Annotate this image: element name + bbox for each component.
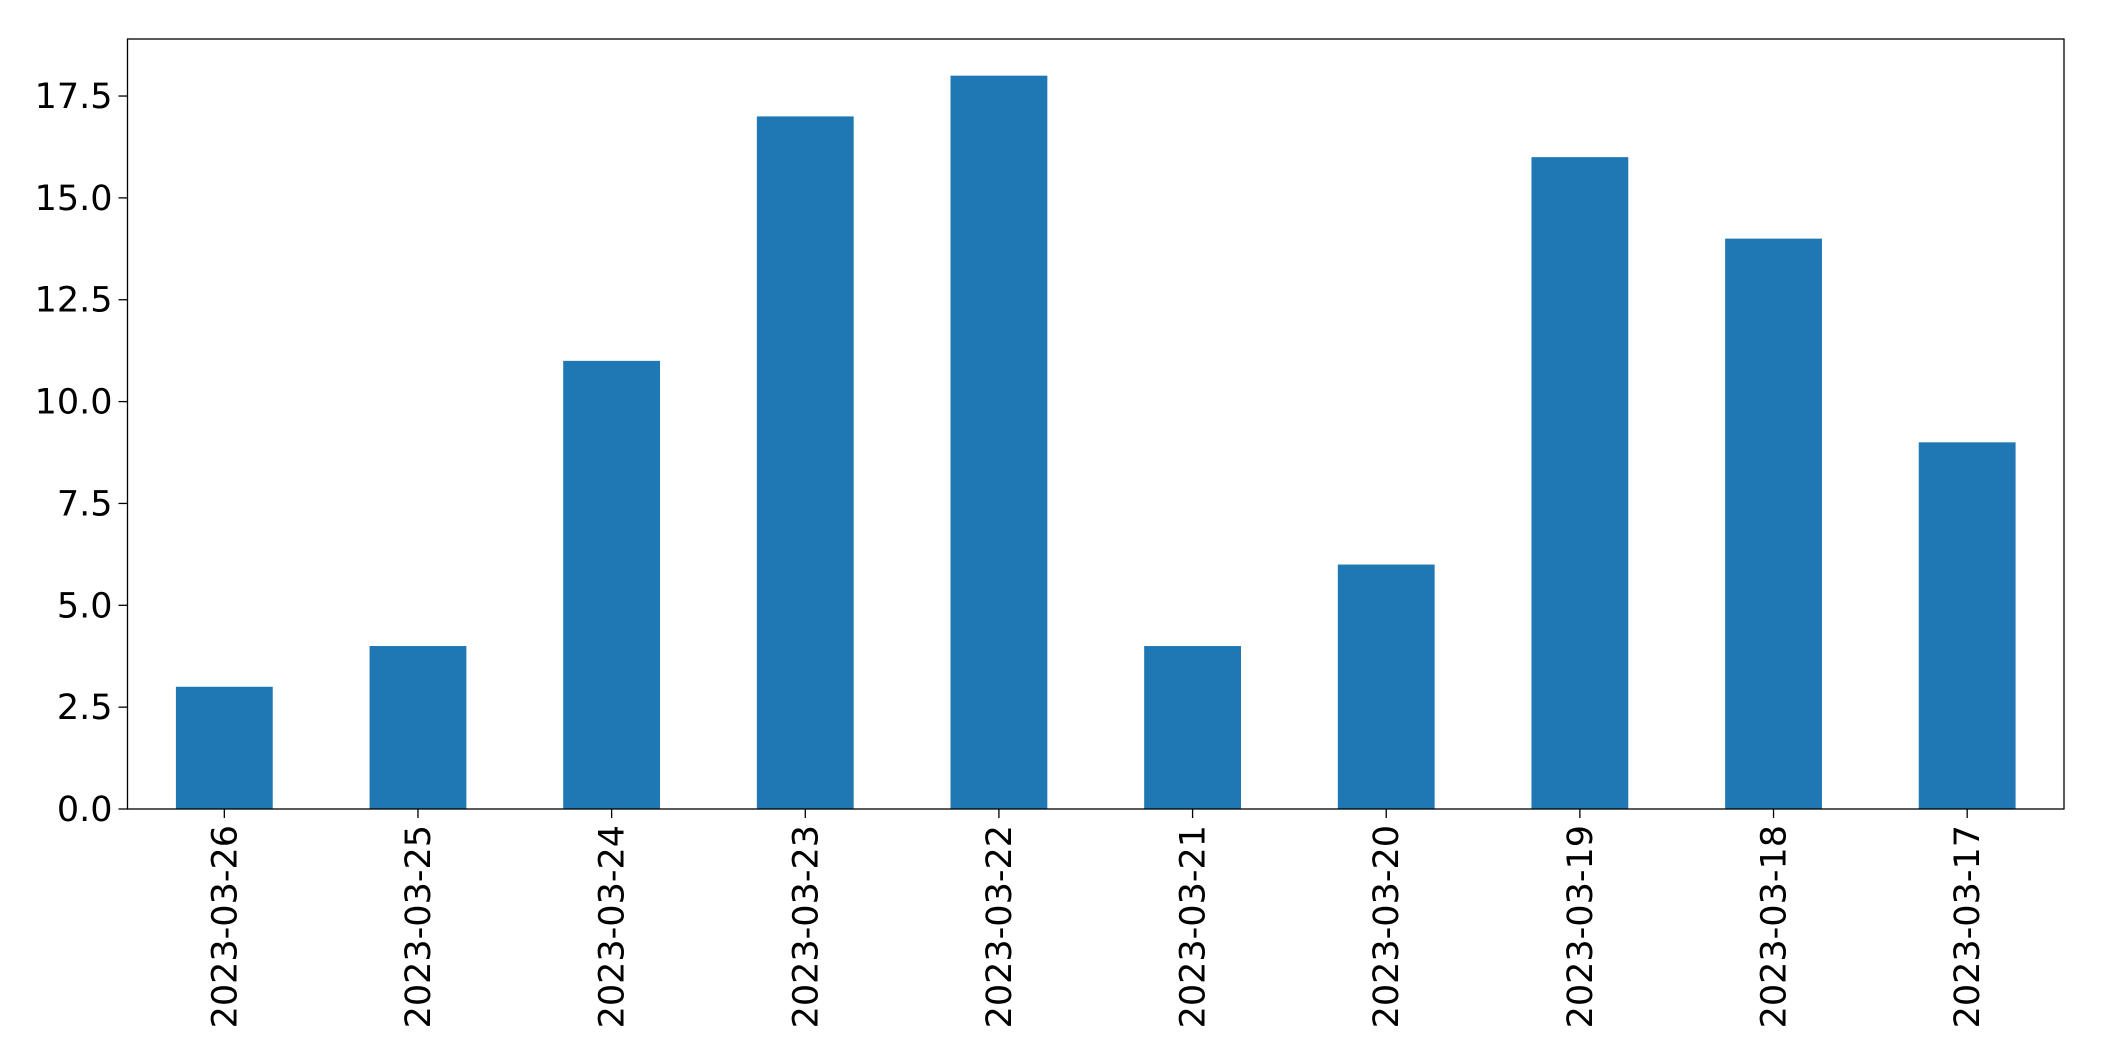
y-tick-label: 5.0 [57, 586, 113, 626]
x-tick-label: 2023-03-20 [1367, 825, 1407, 1028]
x-tick-label: 2023-03-23 [786, 825, 826, 1028]
bar [1531, 157, 1629, 810]
x-tick-label: 2023-03-19 [1561, 825, 1601, 1028]
y-tick-label: 15.0 [35, 179, 113, 219]
bar [563, 360, 661, 809]
bar [756, 116, 854, 809]
bar [369, 646, 467, 809]
x-tick-label: 2023-03-26 [205, 825, 245, 1028]
x-tick-label: 2023-03-22 [980, 825, 1020, 1028]
x-tick-label: 2023-03-18 [1755, 825, 1795, 1028]
x-tick-label: 2023-03-24 [593, 825, 633, 1028]
bar [1918, 442, 2016, 809]
plot-frame [126, 38, 2065, 810]
bar [1337, 564, 1435, 809]
y-tick-label: 0.0 [57, 790, 113, 830]
y-tick-label: 7.5 [57, 484, 113, 524]
bar [1144, 646, 1241, 809]
x-tick-label: 2023-03-25 [399, 825, 439, 1028]
y-tick-label: 10.0 [35, 383, 113, 423]
bar [175, 686, 273, 809]
x-tick-label: 2023-03-21 [1174, 825, 1214, 1028]
y-tick-label: 12.5 [35, 281, 113, 321]
y-tick-label: 2.5 [57, 688, 113, 728]
bar [950, 75, 1048, 809]
x-tick-label: 2023-03-17 [1948, 825, 1988, 1028]
bar [1725, 238, 1822, 809]
y-tick-label: 17.5 [35, 77, 113, 117]
